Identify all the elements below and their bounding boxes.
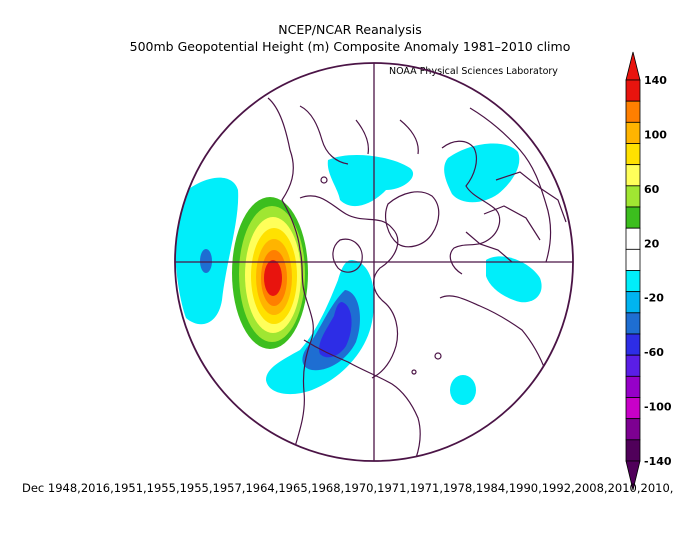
coastline (267, 97, 314, 451)
coastline (465, 231, 513, 263)
coastline (441, 140, 501, 275)
colorbar-swatch (625, 164, 641, 187)
coastline (439, 295, 547, 373)
colorbar-swatch (625, 248, 641, 271)
coastline (303, 339, 421, 459)
anomaly-field (175, 143, 542, 405)
coastline (332, 238, 363, 273)
coastline (299, 195, 399, 379)
colorbar-swatch (625, 418, 641, 441)
island (320, 176, 328, 184)
island (434, 352, 442, 360)
colorbar: 140 100 60 20 -20 -60 -100 -140 (625, 51, 672, 491)
colorbar-arrow-bottom (625, 460, 641, 491)
coastlines (267, 97, 567, 459)
anomaly-contour (486, 256, 542, 303)
anomaly-contour (450, 375, 476, 405)
map-boundary (174, 62, 574, 462)
colorbar-swatch (625, 185, 641, 208)
coastline (299, 105, 349, 165)
colorbar-label: 100 (644, 128, 667, 141)
colorbar-swatch (625, 397, 641, 420)
colorbar-swatch (625, 206, 641, 229)
colorbar-label: -60 (644, 346, 664, 359)
colorbar-label: -100 (644, 401, 672, 414)
colorbar-swatch (625, 354, 641, 377)
credit-label: NOAA Physical Sciences Laboratory (389, 66, 558, 77)
colorbar-label: 20 (644, 237, 660, 250)
colorbar-swatch (625, 270, 641, 293)
anomaly-contour (444, 143, 520, 203)
colorbar-swatch (625, 333, 641, 356)
colorbar-label: -140 (644, 455, 672, 468)
colorbar-swatch (625, 100, 641, 123)
coastline (399, 119, 419, 155)
island (411, 369, 417, 375)
colorbar-swatch (625, 79, 641, 102)
colorbar-arrow-top (625, 51, 641, 81)
coastline (469, 107, 552, 263)
colorbar-swatch (625, 291, 641, 314)
coastline (495, 171, 567, 223)
coastline (355, 119, 369, 155)
coastline (483, 205, 541, 241)
anomaly-contour (319, 302, 352, 358)
anomaly-contour (327, 154, 414, 207)
footer-years: Dec 1948,2016,1951,1955,1955,1957,1964,1… (22, 481, 674, 495)
colorbar-swatch (625, 227, 641, 250)
colorbar-swatch (625, 439, 641, 462)
colorbar-swatch (625, 375, 641, 398)
map-subtitle: 500mb Geopotential Height (m) Composite … (129, 39, 571, 54)
colorbar-swatch (625, 143, 641, 166)
coastline (385, 191, 440, 248)
colorbar-swatch (625, 312, 641, 335)
colorbar-swatch (625, 121, 641, 144)
anomaly-contour (264, 260, 282, 296)
colorbar-label: -20 (644, 292, 664, 305)
colorbar-label: 60 (644, 183, 660, 196)
anomaly-contour (200, 249, 212, 273)
colorbar-label: 140 (644, 74, 667, 87)
map-title: NCEP/NCAR Reanalysis (278, 22, 422, 37)
